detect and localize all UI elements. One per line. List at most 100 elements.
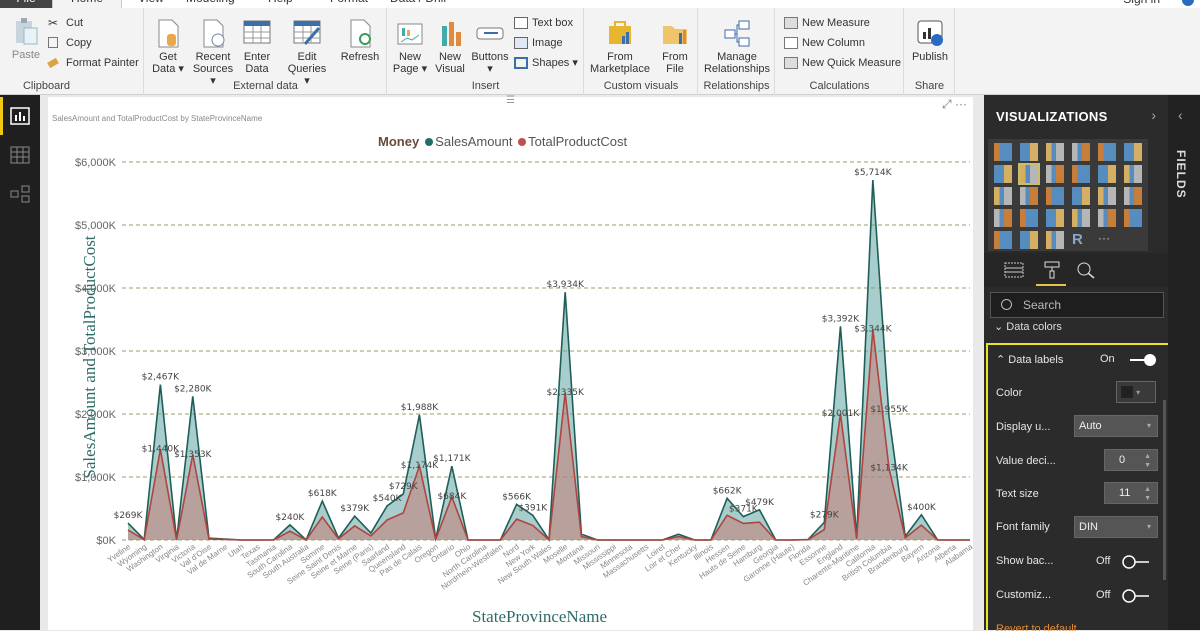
recent-sources-button[interactable]: Recent Sources ▾ [191,18,235,87]
cut-label: Cut [66,17,84,29]
help-icon[interactable] [1182,0,1194,6]
visual-type-icon[interactable] [994,231,1012,249]
tab-format[interactable]: Format [330,0,368,8]
more-options-icon[interactable]: ⋯ [954,97,967,111]
font-family-dropdown[interactable]: DIN ▾ [1074,516,1158,538]
edit-queries-button[interactable]: Edit Queries ▾ [285,18,329,87]
from-marketplace-button[interactable]: From Marketplace [587,18,653,75]
svg-text:$5,714K: $5,714K [854,168,892,178]
visual-type-icon[interactable] [1124,143,1142,161]
visual-type-icon[interactable] [1124,187,1142,205]
from-marketplace-label-2: Marketplace [590,63,650,75]
new-quick-measure-button[interactable]: New Quick Measure [784,54,901,72]
value-decimals-stepper[interactable]: 0 ▲ ▼ [1104,449,1158,471]
tab-help[interactable]: Help [268,0,293,8]
visual-type-icon[interactable] [1046,209,1064,227]
report-view-icon[interactable] [10,107,30,125]
focus-mode-icon[interactable]: ⤢ [942,97,952,111]
visual-type-icon[interactable] [1020,187,1038,205]
visual-type-icon[interactable]: ··· [1098,231,1110,245]
tab-data-drill[interactable]: Data / Drill [390,0,446,8]
svg-text:$1,988K: $1,988K [401,403,439,413]
tab-home[interactable]: Home [52,0,122,8]
publish-button[interactable]: Publish [907,18,953,63]
svg-text:$2,000K: $2,000K [75,409,117,421]
visual-type-icon[interactable] [994,143,1012,161]
stepper-arrows-icon[interactable]: ▲ ▼ [1144,486,1151,502]
buttons-button[interactable]: Buttons ▾ [470,18,510,75]
visual-type-icon[interactable] [1098,165,1116,183]
relationships-view-icon[interactable] [10,185,30,203]
sign-in-link[interactable]: Sign in [1123,0,1160,6]
visual-type-icon[interactable] [1072,187,1090,205]
visual-type-icon[interactable] [1072,143,1090,161]
format-search-input[interactable]: Search [990,292,1164,318]
visual-type-icon[interactable] [1072,165,1090,183]
visual-type-icon[interactable]: R [1072,231,1083,248]
refresh-button[interactable]: Refresh [339,18,381,63]
data-labels-header[interactable]: ⌃ Data labels [996,353,1063,366]
from-file-button[interactable]: From File [655,18,695,75]
legend-title: Money [378,134,420,149]
copy-button[interactable]: Copy [48,34,92,52]
visual-type-icon[interactable] [1098,143,1116,161]
visual-type-icon[interactable] [1072,209,1090,227]
visual-type-icon[interactable] [1018,163,1040,185]
visual-type-icon[interactable] [1020,209,1038,227]
analytics-icon[interactable] [1076,261,1096,279]
drag-handle-icon[interactable]: ☰ [506,95,515,106]
visual-type-icon[interactable] [1046,143,1064,161]
new-measure-button[interactable]: New Measure [784,14,870,32]
revert-to-default-link[interactable]: Revert to default [996,623,1077,631]
show-background-toggle[interactable] [1122,555,1150,569]
color-picker[interactable]: ▾ [1116,381,1156,403]
paste-button[interactable]: Paste [8,16,44,61]
svg-text:$1,134K: $1,134K [870,464,908,474]
get-data-button[interactable]: Get Data ▾ [151,18,185,75]
data-view-icon[interactable] [10,146,30,164]
tab-file[interactable]: File [0,0,52,8]
new-visual-button[interactable]: New Visual [432,18,468,75]
image-button[interactable]: Image [514,34,563,52]
visual-type-icon[interactable] [1124,209,1142,227]
legend-item-sales[interactable]: SalesAmount [435,134,513,149]
display-units-dropdown[interactable]: Auto ▾ [1074,415,1158,437]
legend-item-cost[interactable]: TotalProductCost [528,134,628,149]
tab-view[interactable]: View [138,0,164,8]
visual-title: SalesAmount and TotalProductCost by Stat… [52,114,263,123]
stepper-arrows-icon[interactable]: ▲ ▼ [1144,453,1151,469]
text-box-button[interactable]: Text box [514,14,573,32]
visual-type-icon[interactable] [1046,187,1064,205]
manage-relationships-label-1: Manage [717,51,757,63]
format-painter-button[interactable]: Format Painter [47,54,139,72]
visual-type-icon[interactable] [1098,209,1116,227]
text-size-stepper[interactable]: 11 ▲ ▼ [1104,482,1158,504]
new-page-button[interactable]: New Page ▾ [392,18,428,75]
collapse-pane-icon[interactable]: › [1151,107,1156,123]
new-column-button[interactable]: New Column [784,34,865,52]
visual-type-icon[interactable] [1124,165,1142,183]
visual-type-icon[interactable] [1046,165,1064,183]
area-chart-visual[interactable]: ☰ ⤢ ⋯ SalesAmount and TotalProductCost b… [48,95,973,630]
visual-type-icon[interactable] [994,187,1012,205]
manage-relationships-button[interactable]: Manage Relationships [701,18,773,75]
fields-tab-icon[interactable] [1004,261,1024,279]
enter-data-button[interactable]: Enter Data [239,18,275,75]
data-labels-toggle[interactable] [1128,353,1156,367]
tab-modeling[interactable]: Modeling [186,0,235,8]
visual-type-icon[interactable] [1098,187,1116,205]
visual-type-icon[interactable] [994,165,1012,183]
visual-type-icon[interactable] [1020,231,1038,249]
data-colors-section[interactable]: ⌄ Data colors [994,320,1062,333]
visual-type-icon[interactable] [1020,143,1038,161]
paint-roller-icon[interactable] [1042,261,1062,279]
customize-toggle[interactable] [1122,589,1150,603]
pane-scrollbar[interactable] [1163,400,1166,580]
cut-button[interactable]: ✂ Cut [48,14,83,32]
fields-pane-collapsed[interactable]: ‹ [1168,95,1200,630]
shapes-button[interactable]: Shapes ▾ [514,54,578,72]
visual-type-icon[interactable] [1046,231,1064,249]
visual-type-icon[interactable] [994,209,1012,227]
expand-fields-icon[interactable]: ‹ [1178,107,1183,123]
x-axis-title: StateProvinceName [472,607,608,626]
